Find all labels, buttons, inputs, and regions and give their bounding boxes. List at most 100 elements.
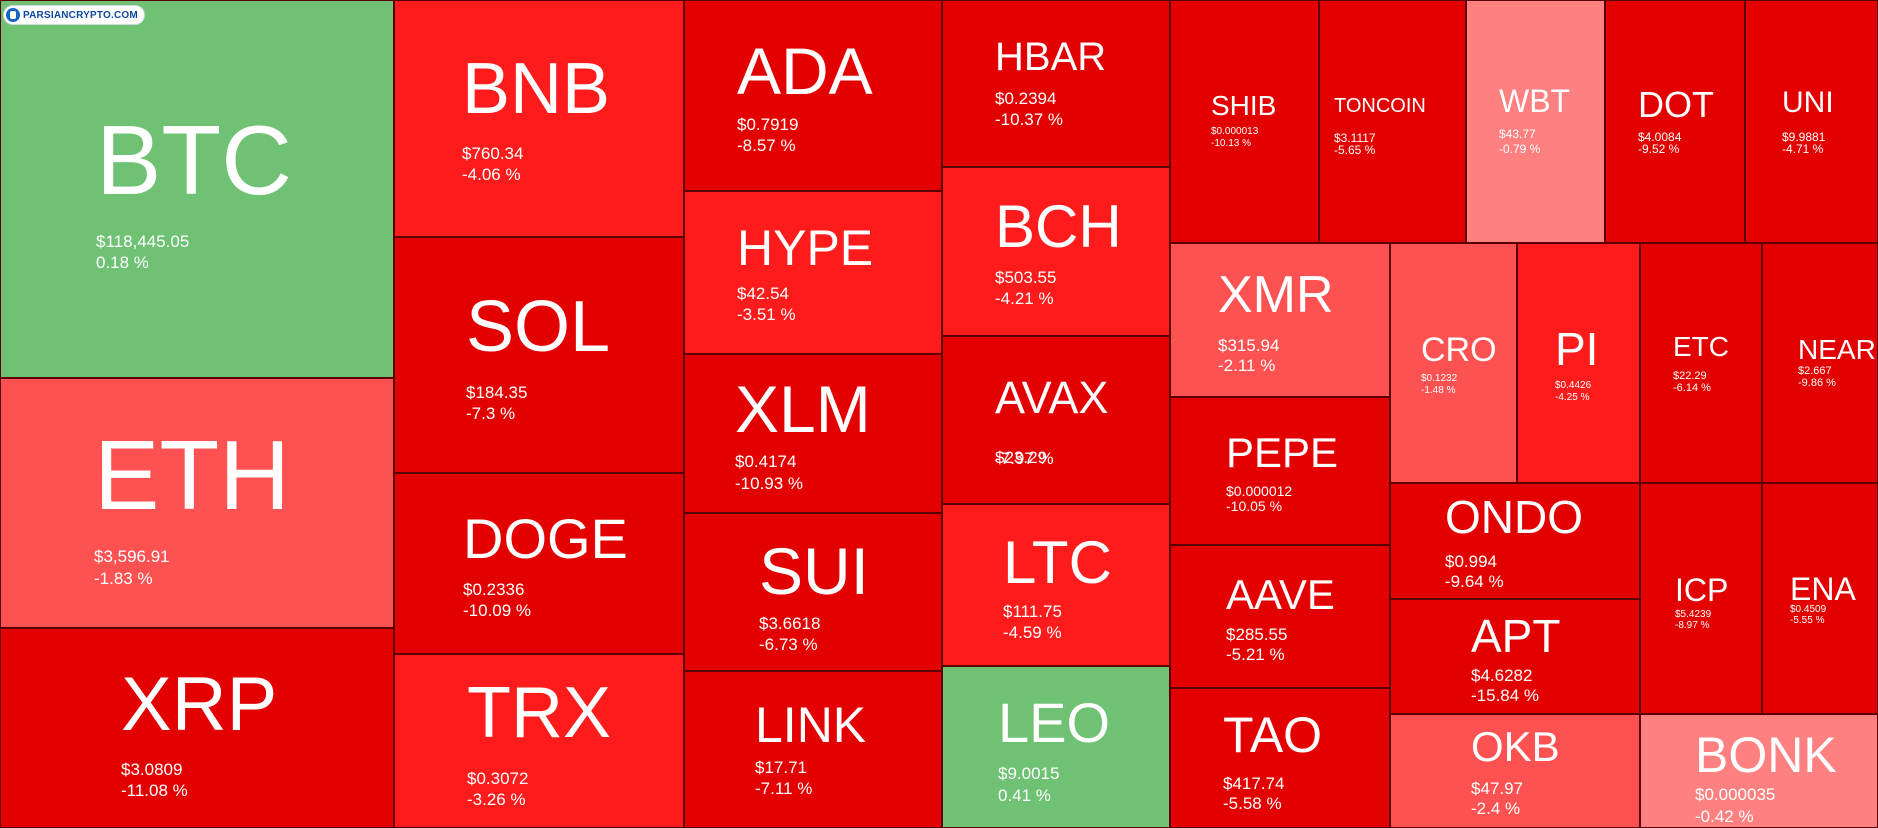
tile-change: -7.3 % xyxy=(466,404,516,423)
tile-change: -1.48 % xyxy=(1421,385,1456,396)
tile-symbol: CRO xyxy=(1421,331,1497,369)
treemap-tile-bonk[interactable]: BONK $0.000035 -0.42 % xyxy=(1640,714,1878,828)
tile-symbol: TAO xyxy=(1223,707,1323,763)
tile-price: $0.1232 xyxy=(1421,373,1458,384)
treemap-tile-near[interactable]: NEAR $2.667 -9.86 % xyxy=(1762,243,1878,483)
tile-change: -15.84 % xyxy=(1471,686,1540,705)
tile-change: -8.97 % xyxy=(1675,620,1710,631)
tile-price: $0.3072 xyxy=(467,769,529,788)
tile-symbol: LINK xyxy=(755,697,867,753)
treemap-tile-ltc[interactable]: LTC $111.75 -4.59 % xyxy=(942,504,1170,666)
treemap-tile-ada[interactable]: ADA $0.7919 -8.57 % xyxy=(684,0,942,191)
treemap-tile-apt[interactable]: APT $4.6282 -15.84 % xyxy=(1390,599,1640,714)
treemap-tile-icp[interactable]: ICP $5.4239 -8.97 % xyxy=(1640,483,1762,714)
tile-price: $43.77 xyxy=(1499,127,1536,141)
tile-price: $0.4509 xyxy=(1790,604,1827,615)
treemap-tile-ondo[interactable]: ONDO $0.994 -9.64 % xyxy=(1390,483,1640,599)
tile-price: $4.6282 xyxy=(1471,666,1533,685)
treemap-tile-cro[interactable]: CRO $0.1232 -1.48 % xyxy=(1390,243,1517,483)
tile-price: $285.55 xyxy=(1226,625,1288,644)
tile-change: -0.42 % xyxy=(1695,807,1754,826)
tile-change: -2.11 % xyxy=(1218,356,1276,375)
tile-change: -9.52 % xyxy=(1638,142,1680,156)
treemap-tile-etc[interactable]: ETC $22.29 -6.14 % xyxy=(1640,243,1762,483)
treemap-tile-btc[interactable]: BTC $118,445.05 0.18 % xyxy=(0,0,394,378)
tile-symbol: AAVE xyxy=(1226,571,1335,618)
tile-change: -5.58 % xyxy=(1223,794,1282,813)
tile-change: -4.59 % xyxy=(1003,623,1062,642)
treemap-tile-bch[interactable]: BCH $503.55 -4.21 % xyxy=(942,167,1170,336)
tile-symbol: BTC xyxy=(96,105,292,215)
tile-symbol: AVAX xyxy=(995,372,1109,423)
tile-symbol: HYPE xyxy=(737,220,874,276)
tile-change: -6.14 % xyxy=(1673,382,1711,394)
tile-symbol: DOT xyxy=(1638,84,1714,125)
tile-change: -2.4 % xyxy=(1471,799,1521,818)
tile-price: $22.29 xyxy=(1673,370,1707,382)
brand-logo-text: PARSIANCRYPTO.COM xyxy=(23,9,138,21)
tile-price: $111.75 xyxy=(1003,602,1062,621)
tile-change: -1.83 % xyxy=(94,569,153,588)
tile-change: -6.73 % xyxy=(759,635,818,654)
treemap-tile-ena[interactable]: ENA $0.4509 -5.55 % xyxy=(1762,483,1878,714)
tile-price: $0.000012 xyxy=(1226,483,1293,499)
treemap-tile-uni[interactable]: UNI $9.9881 -4.71 % xyxy=(1745,0,1878,243)
tile-price: $503.55 xyxy=(995,268,1057,287)
tile-change: -4.71 % xyxy=(1782,142,1824,156)
tile-change: -5.55 % xyxy=(1790,615,1825,626)
tile-symbol: ADA xyxy=(737,34,873,108)
treemap-tile-hype[interactable]: HYPE $42.54 -3.51 % xyxy=(684,191,942,354)
tile-symbol: DOGE xyxy=(463,507,628,570)
tile-symbol: LEO xyxy=(998,691,1111,754)
tile-symbol: ENA xyxy=(1790,571,1856,607)
tile-price: $3.6618 xyxy=(759,614,821,633)
tile-price: $42.54 xyxy=(737,284,789,303)
treemap-tile-bnb[interactable]: BNB $760.34 -4.06 % xyxy=(394,0,684,237)
tile-change: 0.41 % xyxy=(998,786,1051,805)
tile-price: $9.9881 xyxy=(1782,130,1826,144)
treemap-tile-dot[interactable]: DOT $4.0084 -9.52 % xyxy=(1605,0,1745,243)
tile-price: $0.2394 xyxy=(995,89,1057,108)
treemap-tile-pepe[interactable]: PEPE $0.000012 -10.05 % xyxy=(1170,397,1390,545)
tile-change: -4.25 % xyxy=(1555,392,1590,403)
tile-price: $0.7919 xyxy=(737,115,799,134)
tile-price: $3,596.91 xyxy=(94,547,170,566)
tile-change: -7.97 % xyxy=(995,449,1054,468)
treemap-tile-shib[interactable]: SHIB $0.000013 -10.13 % xyxy=(1170,0,1319,243)
treemap-tile-okb[interactable]: OKB $47.97 -2.4 % xyxy=(1390,714,1640,828)
treemap-tile-xlm[interactable]: XLM $0.4174 -10.93 % xyxy=(684,354,942,513)
tile-price: $118,445.05 xyxy=(96,232,190,251)
treemap-tile-pi[interactable]: PI $0.4426 -4.25 % xyxy=(1517,243,1640,483)
treemap-tile-sol[interactable]: SOL $184.35 -7.3 % xyxy=(394,237,684,473)
treemap-tile-aave[interactable]: AAVE $285.55 -5.21 % xyxy=(1170,545,1390,688)
treemap-tile-doge[interactable]: DOGE $0.2336 -10.09 % xyxy=(394,473,684,654)
treemap-tile-hbar[interactable]: HBAR $0.2394 -10.37 % xyxy=(942,0,1170,167)
parsiancrypto-logo-icon xyxy=(6,8,20,22)
treemap-tile-avax[interactable]: AVAX $23.29 -7.97 % xyxy=(942,336,1170,504)
tile-symbol: TONCOIN xyxy=(1334,95,1426,117)
tile-price: $0.994 xyxy=(1445,552,1497,571)
treemap-tile-xrp[interactable]: XRP $3.0809 -11.08 % xyxy=(0,628,394,828)
tile-price: $315.94 xyxy=(1218,336,1280,355)
tile-change: -8.57 % xyxy=(737,136,796,155)
tile-symbol: OKB xyxy=(1471,723,1560,770)
treemap-tile-link[interactable]: LINK $17.71 -7.11 % xyxy=(684,671,942,828)
tile-price: $184.35 xyxy=(466,383,528,402)
tile-price: $4.0084 xyxy=(1638,130,1682,144)
tile-change: -3.26 % xyxy=(467,790,526,809)
tile-price: $3.0809 xyxy=(121,760,183,779)
brand-logo[interactable]: PARSIANCRYPTO.COM xyxy=(4,6,144,24)
treemap-tile-tao[interactable]: TAO $417.74 -5.58 % xyxy=(1170,688,1390,828)
treemap-tile-eth[interactable]: ETH $3,596.91 -1.83 % xyxy=(0,378,394,628)
tile-symbol: ETH xyxy=(94,420,290,530)
tile-price: $0.4174 xyxy=(735,452,797,471)
tile-symbol: UNI xyxy=(1782,86,1834,119)
treemap-tile-wbt[interactable]: WBT $43.77 -0.79 % xyxy=(1466,0,1605,243)
treemap-tile-sui[interactable]: SUI $3.6618 -6.73 % xyxy=(684,513,942,671)
tile-symbol: LTC xyxy=(1003,529,1112,596)
treemap-tile-trx[interactable]: TRX $0.3072 -3.26 % xyxy=(394,654,684,828)
treemap-tile-leo[interactable]: LEO $9.0015 0.41 % xyxy=(942,666,1170,828)
treemap-tile-toncoin[interactable]: TONCOIN $3.1117 -5.65 % xyxy=(1319,0,1466,243)
treemap-tile-xmr[interactable]: XMR $315.94 -2.11 % xyxy=(1170,243,1390,397)
